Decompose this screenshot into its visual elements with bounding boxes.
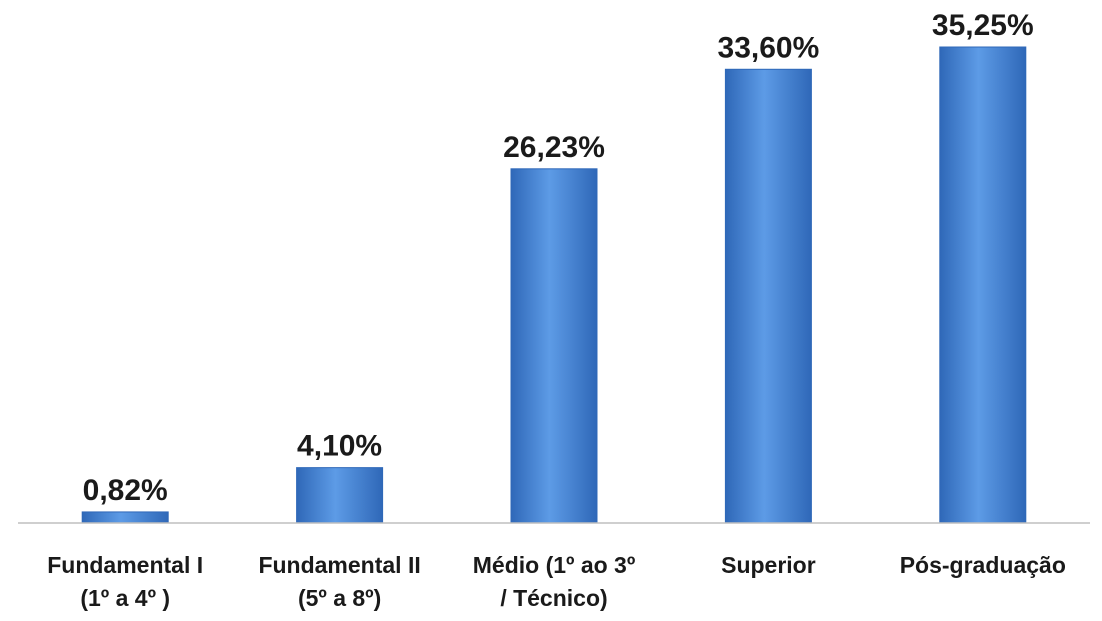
bar-2 [510, 168, 598, 524]
data-label-4: 35,25% [932, 9, 1034, 42]
tick-label-0-1: (1º a 4º ) [80, 585, 170, 611]
tick-label-2-1: / Técnico) [500, 585, 607, 611]
bar-0 [81, 511, 169, 524]
data-label-2: 26,23% [503, 131, 605, 164]
bars-layer [81, 46, 1027, 524]
tick-label-1-0: Fundamental II [258, 552, 420, 578]
tick-label-3-0: Superior [721, 552, 816, 578]
tick-label-2-0: Médio (1º ao 3º [473, 552, 636, 578]
value-labels-layer: 0,82% 4,10% 26,23% 33,60% 35,25% [83, 9, 1034, 507]
bar-3 [724, 68, 812, 524]
bar-1 [296, 467, 384, 524]
data-label-3: 33,60% [718, 31, 820, 64]
category-labels-layer: Fundamental I (1º a 4º ) Fundamental II (5º… [47, 552, 1066, 611]
tick-label-1-1: (5º a 8º) [298, 585, 381, 611]
tick-label-0-0: Fundamental I [47, 552, 203, 578]
bar-4 [939, 46, 1027, 524]
data-label-0: 0,82% [83, 474, 168, 507]
data-label-1: 4,10% [297, 430, 382, 463]
tick-label-4-0: Pós-graduação [900, 552, 1066, 578]
